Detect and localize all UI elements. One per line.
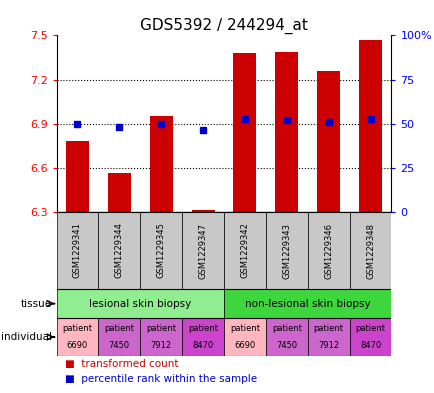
Text: 7912: 7912: [317, 341, 339, 350]
Text: lesional skin biopsy: lesional skin biopsy: [89, 299, 191, 309]
Text: GSM1229346: GSM1229346: [323, 222, 332, 279]
Text: 7450: 7450: [108, 341, 130, 350]
Text: ■  transformed count: ■ transformed count: [65, 359, 178, 369]
Text: individual: individual: [1, 332, 52, 342]
Title: GDS5392 / 244294_at: GDS5392 / 244294_at: [140, 18, 307, 34]
Bar: [349, 212, 391, 289]
Text: GSM1229343: GSM1229343: [282, 222, 291, 279]
Text: 8470: 8470: [359, 341, 380, 350]
Bar: [224, 212, 265, 289]
Bar: [307, 318, 349, 356]
Bar: [265, 212, 307, 289]
Text: GSM1229344: GSM1229344: [115, 222, 124, 279]
Bar: [265, 318, 307, 356]
Bar: [108, 173, 131, 212]
Text: patient: patient: [187, 324, 217, 333]
Bar: [349, 318, 391, 356]
Text: patient: patient: [104, 324, 134, 333]
Text: ■  percentile rank within the sample: ■ percentile rank within the sample: [65, 374, 257, 384]
Bar: [56, 289, 224, 318]
Text: patient: patient: [355, 324, 385, 333]
Text: patient: patient: [146, 324, 176, 333]
Bar: [191, 210, 214, 212]
Bar: [56, 212, 98, 289]
Text: GSM1229342: GSM1229342: [240, 222, 249, 279]
Text: GSM1229341: GSM1229341: [73, 222, 82, 279]
Bar: [140, 212, 182, 289]
Text: patient: patient: [62, 324, 92, 333]
Text: 6690: 6690: [67, 341, 88, 350]
Bar: [224, 318, 265, 356]
Text: 6690: 6690: [234, 341, 255, 350]
Text: patient: patient: [271, 324, 301, 333]
Text: GSM1229347: GSM1229347: [198, 222, 207, 279]
Bar: [98, 318, 140, 356]
Bar: [316, 72, 339, 212]
Text: 7912: 7912: [150, 341, 171, 350]
Text: non-lesional skin biopsy: non-lesional skin biopsy: [244, 299, 370, 309]
Text: patient: patient: [313, 324, 343, 333]
Text: GSM1229345: GSM1229345: [156, 222, 165, 279]
Text: patient: patient: [230, 324, 260, 333]
Bar: [149, 116, 172, 212]
Bar: [182, 212, 224, 289]
Bar: [224, 289, 391, 318]
Bar: [56, 318, 98, 356]
Bar: [275, 51, 298, 212]
Text: GSM1229348: GSM1229348: [365, 222, 374, 279]
Text: 8470: 8470: [192, 341, 213, 350]
Bar: [66, 141, 89, 212]
Bar: [140, 318, 182, 356]
Bar: [307, 212, 349, 289]
Text: tissue: tissue: [21, 299, 52, 309]
Bar: [358, 40, 381, 212]
Bar: [182, 318, 224, 356]
Bar: [98, 212, 140, 289]
Bar: [233, 53, 256, 212]
Text: 7450: 7450: [276, 341, 297, 350]
